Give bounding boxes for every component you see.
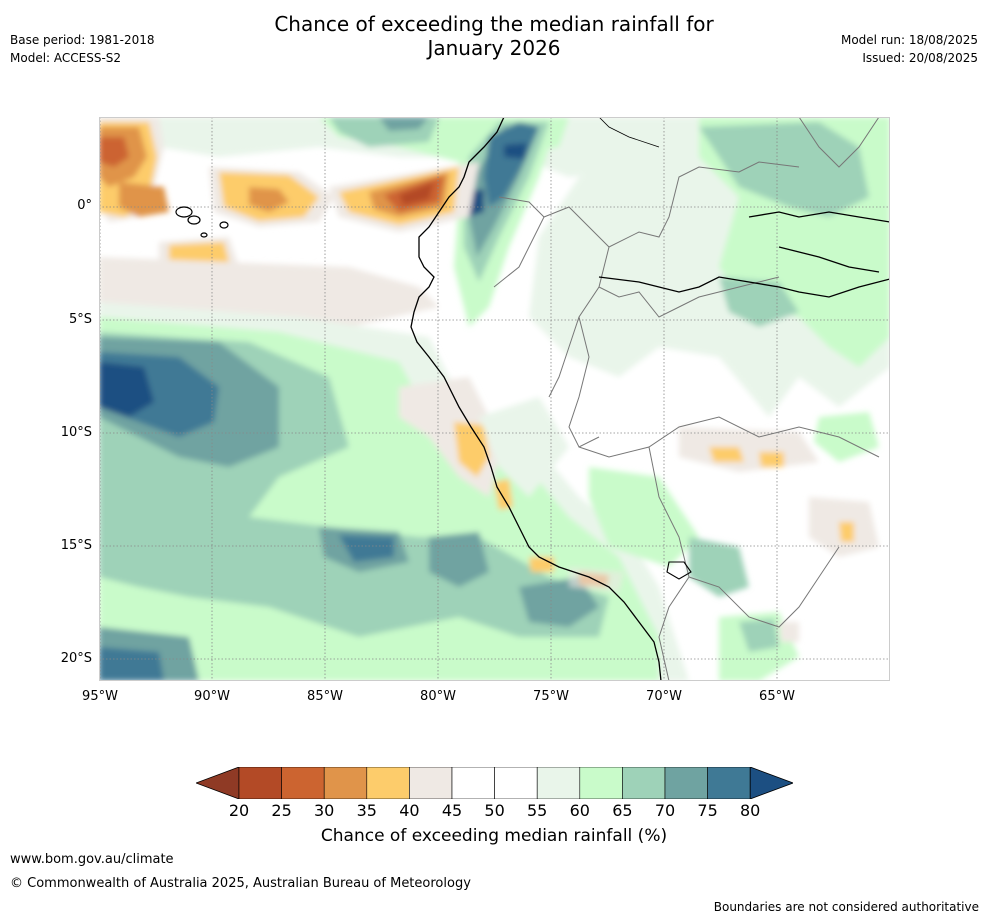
- issued-date: Issued: 20/08/2025: [862, 51, 978, 65]
- title-line-1: Chance of exceeding the median rainfall …: [274, 12, 714, 36]
- colorbar-tick-label: 80: [740, 801, 761, 820]
- model-name: Model: ACCESS-S2: [10, 51, 122, 65]
- colorbar-tick-label: 55: [527, 801, 548, 820]
- lat-label-0: 0°: [77, 198, 92, 213]
- colorbar-segment: [622, 767, 666, 799]
- lon-label-90w: 90°W: [194, 689, 230, 704]
- lake-titicaca: [666, 561, 692, 580]
- colorbar-high-extend: [749, 767, 793, 799]
- lat-label-15s: 15°S: [60, 538, 92, 553]
- disclaimer-text: Boundaries are not considered authoritat…: [713, 900, 979, 914]
- colorbar-tick-label: 50: [484, 801, 505, 820]
- colorbar-tick-label: 40: [399, 801, 420, 820]
- colorbar-segment: [238, 767, 282, 799]
- colorbar-low-extend: [196, 767, 240, 799]
- colorbar-tick-label: 60: [569, 801, 590, 820]
- coastline: [410, 117, 890, 681]
- colorbar-tick-label: 20: [228, 801, 250, 820]
- colorbar-tick-label: 30: [314, 801, 335, 820]
- rainfall-map: [99, 117, 890, 681]
- colorbar-segment: [281, 767, 325, 799]
- colorbar-segment: [579, 767, 623, 799]
- meta-left: Base period: 1981-2018 Model: ACCESS-S2: [10, 31, 155, 67]
- lon-label-65w: 65°W: [759, 689, 795, 704]
- lon-label-80w: 80°W: [420, 689, 456, 704]
- model-run: Model run: 18/08/2025: [840, 33, 978, 47]
- colorbar-tick-label: 75: [697, 801, 718, 820]
- colorbar-tick-label: 45: [441, 801, 463, 820]
- colorbar-segment: [494, 767, 538, 799]
- title-line-2: January 2026: [427, 36, 561, 60]
- map-title: Chance of exceeding the median rainfall …: [0, 12, 988, 60]
- website-link[interactable]: www.bom.gov.au/climate: [10, 852, 174, 867]
- country-boundaries: [493, 117, 880, 681]
- meta-right: Model run: 18/08/2025 Issued: 20/08/2025: [841, 31, 978, 67]
- lon-label-70w: 70°W: [646, 689, 682, 704]
- lon-label-75w: 75°W: [533, 689, 569, 704]
- colorbar-tick-label: 70: [654, 801, 676, 820]
- colorbar: [196, 767, 793, 799]
- lat-label-20s: 20°S: [60, 651, 92, 666]
- colorbar-tick-label: 35: [356, 801, 377, 820]
- colorbar-segment: [664, 767, 708, 799]
- colorbar-segment: [707, 767, 751, 799]
- lon-label-85w: 85°W: [307, 689, 343, 704]
- galapagos-islands: [175, 206, 229, 238]
- colorbar-segment: [536, 767, 581, 799]
- colorbar-segment: [323, 767, 368, 799]
- lat-label-10s: 10°S: [60, 425, 92, 440]
- colorbar-tick-label: 25: [271, 801, 292, 820]
- colorbar-segment: [409, 767, 453, 799]
- colorbar-title: Chance of exceeding median rainfall (%): [320, 826, 668, 846]
- colorbar-segment: [366, 767, 410, 799]
- colorbar-segment: [451, 767, 495, 799]
- copyright-text: © Commonwealth of Australia 2025, Austra…: [10, 876, 471, 891]
- lon-label-95w: 95°W: [82, 689, 118, 704]
- base-period: Base period: 1981-2018: [10, 33, 155, 47]
- colorbar-tick-label: 65: [612, 801, 633, 820]
- lat-label-5s: 5°S: [68, 312, 92, 327]
- map-frame: [99, 117, 890, 681]
